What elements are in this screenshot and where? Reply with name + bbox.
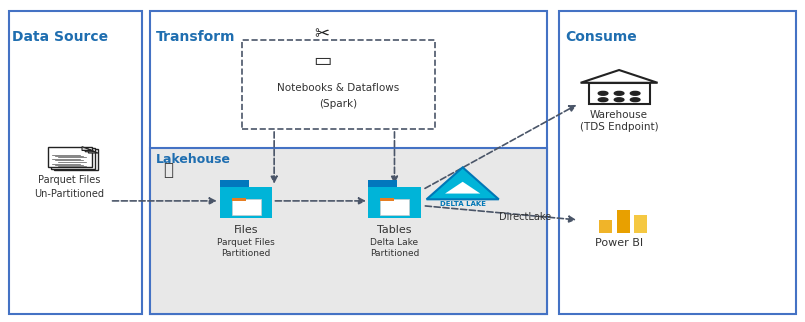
FancyBboxPatch shape [634,215,647,233]
Text: DirectLake: DirectLake [499,212,551,222]
FancyBboxPatch shape [369,179,397,186]
Polygon shape [580,70,658,83]
Polygon shape [89,149,98,153]
Text: Transform: Transform [156,30,236,44]
FancyBboxPatch shape [369,186,420,218]
Polygon shape [427,167,499,199]
Circle shape [614,91,624,95]
FancyBboxPatch shape [54,149,98,170]
Circle shape [630,98,640,102]
Text: Power BI: Power BI [595,238,643,248]
Polygon shape [85,148,95,152]
FancyBboxPatch shape [380,198,394,201]
Polygon shape [82,147,92,150]
Text: 🏠: 🏠 [163,161,173,179]
Text: Parquet Files
Un-Partitioned: Parquet Files Un-Partitioned [35,175,105,199]
Text: Consume: Consume [565,30,637,44]
FancyBboxPatch shape [559,11,795,314]
Text: Delta Lake
Partitioned: Delta Lake Partitioned [369,238,419,258]
FancyBboxPatch shape [220,179,249,186]
FancyBboxPatch shape [599,220,612,233]
Text: ▭: ▭ [313,51,332,70]
FancyBboxPatch shape [10,11,142,314]
Circle shape [598,98,608,102]
Text: (Spark): (Spark) [320,99,357,109]
Text: DELTA LAKE: DELTA LAKE [440,201,485,207]
FancyBboxPatch shape [220,186,272,218]
Text: Lakehouse: Lakehouse [156,153,231,166]
FancyBboxPatch shape [51,148,95,169]
Circle shape [630,91,640,95]
FancyBboxPatch shape [232,199,261,215]
Polygon shape [445,182,481,194]
FancyBboxPatch shape [47,147,92,167]
Text: Data Source: Data Source [12,30,108,44]
FancyBboxPatch shape [150,11,547,314]
Text: Parquet Files
Partitioned: Parquet Files Partitioned [217,238,275,258]
Text: Tables: Tables [378,225,411,235]
Text: ✂: ✂ [315,25,330,43]
Text: Files: Files [233,225,258,235]
FancyBboxPatch shape [150,148,547,314]
FancyBboxPatch shape [588,83,650,104]
Circle shape [598,91,608,95]
FancyBboxPatch shape [380,199,409,215]
FancyBboxPatch shape [232,198,246,201]
Text: Warehouse
(TDS Endpoint): Warehouse (TDS Endpoint) [580,110,658,132]
Circle shape [614,98,624,102]
FancyBboxPatch shape [617,211,630,233]
Text: Notebooks & Dataflows: Notebooks & Dataflows [277,83,399,93]
